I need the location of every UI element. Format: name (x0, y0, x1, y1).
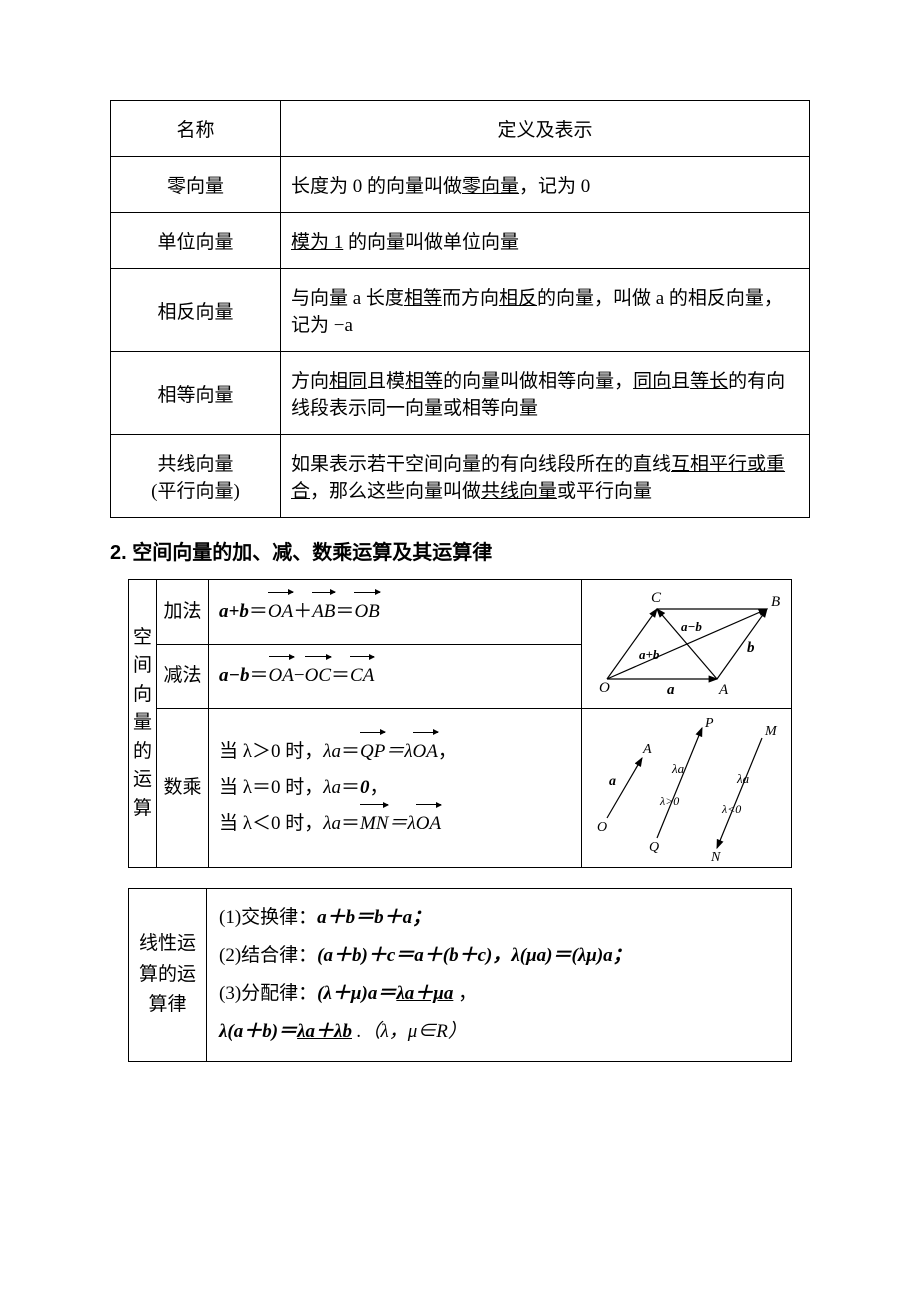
svg-text:A: A (642, 742, 652, 757)
svg-text:λa: λa (671, 761, 685, 776)
svg-text:C: C (651, 590, 662, 606)
svg-text:P: P (704, 716, 714, 731)
table-row: 零向量 长度为 0 的向量叫做零向量，记为 0 (111, 157, 810, 213)
svg-text:a: a (667, 682, 675, 698)
parallelogram-diagram: O A B C a b a+b a−b (582, 580, 792, 709)
section-heading: 2. 空间向量的加、减、数乘运算及其运算律 (110, 536, 810, 565)
header-name: 名称 (111, 101, 281, 157)
op-label-sub: 减法 (157, 644, 209, 709)
row-def: 如果表示若干空间向量的有向线段所在的直线互相平行或重合，那么这些向量叫做共线向量… (281, 435, 810, 518)
svg-text:λ<0: λ<0 (721, 802, 741, 816)
row-name: 相反向量 (111, 269, 281, 352)
row-name: 零向量 (111, 157, 281, 213)
table-row: 相反向量 与向量 a 长度相等而方向相反的向量，叫做 a 的相反向量，记为 −a (111, 269, 810, 352)
svg-text:M: M (764, 724, 778, 739)
row-name: 相等向量 (111, 352, 281, 435)
laws-content: (1)交换律：a＋b＝b＋a； (2)结合律：(a＋b)＋c＝a＋(b＋c)，λ… (207, 889, 792, 1062)
op-label-scalar: 数乘 (157, 709, 209, 868)
laws-table: 线性运算的运算律 (1)交换律：a＋b＝b＋a； (2)结合律：(a＋b)＋c＝… (128, 888, 792, 1062)
row-name: 单位向量 (111, 213, 281, 269)
row-def: 与向量 a 长度相等而方向相反的向量，叫做 a 的相反向量，记为 −a (281, 269, 810, 352)
laws-vertical-label: 线性运算的运算律 (129, 889, 207, 1062)
row-def: 长度为 0 的向量叫做零向量，记为 0 (281, 157, 810, 213)
row-def: 方向相同且模相等的向量叫做相等向量，同向且等长的有向线段表示同一向量或相等向量 (281, 352, 810, 435)
svg-text:λ>0: λ>0 (659, 794, 679, 808)
svg-text:O: O (599, 680, 610, 696)
svg-text:O: O (597, 820, 607, 835)
header-def: 定义及表示 (281, 101, 810, 157)
ops-vertical-label: 空间向量的运算 (129, 580, 157, 868)
svg-text:N: N (710, 850, 721, 863)
row-def: 模为 1 的向量叫做单位向量 (281, 213, 810, 269)
operations-table: 空间向量的运算 加法 a+b＝OA＋AB＝OB O A B C a b a+b … (128, 579, 792, 868)
svg-text:A: A (718, 682, 729, 698)
op-label-add: 加法 (157, 580, 209, 645)
table-row: 单位向量 模为 1 的向量叫做单位向量 (111, 213, 810, 269)
op-formula-scalar: 当 λ＞0 时，λa＝QP＝λOA， 当 λ＝0 时，λa＝0， 当 λ＜0 时… (209, 709, 582, 868)
svg-text:λa: λa (736, 771, 750, 786)
svg-text:Q: Q (649, 840, 659, 855)
table-row: 共线向量(平行向量) 如果表示若干空间向量的有向线段所在的直线互相平行或重合，那… (111, 435, 810, 518)
svg-text:a+b: a+b (639, 647, 660, 662)
scalar-diagram: O A P Q M N a λa λ>0 λa λ<0 (582, 709, 792, 868)
op-formula-add: a+b＝OA＋AB＝OB (209, 580, 582, 645)
row-name: 共线向量(平行向量) (111, 435, 281, 518)
svg-text:B: B (771, 594, 780, 610)
definitions-table: 名称 定义及表示 零向量 长度为 0 的向量叫做零向量，记为 0 单位向量 模为… (110, 100, 810, 518)
svg-text:b: b (747, 640, 755, 656)
op-formula-sub: a−b＝OA−OC＝CA (209, 644, 582, 709)
table-row: 相等向量 方向相同且模相等的向量叫做相等向量，同向且等长的有向线段表示同一向量或… (111, 352, 810, 435)
svg-text:a: a (609, 774, 616, 789)
svg-text:a−b: a−b (681, 619, 702, 634)
